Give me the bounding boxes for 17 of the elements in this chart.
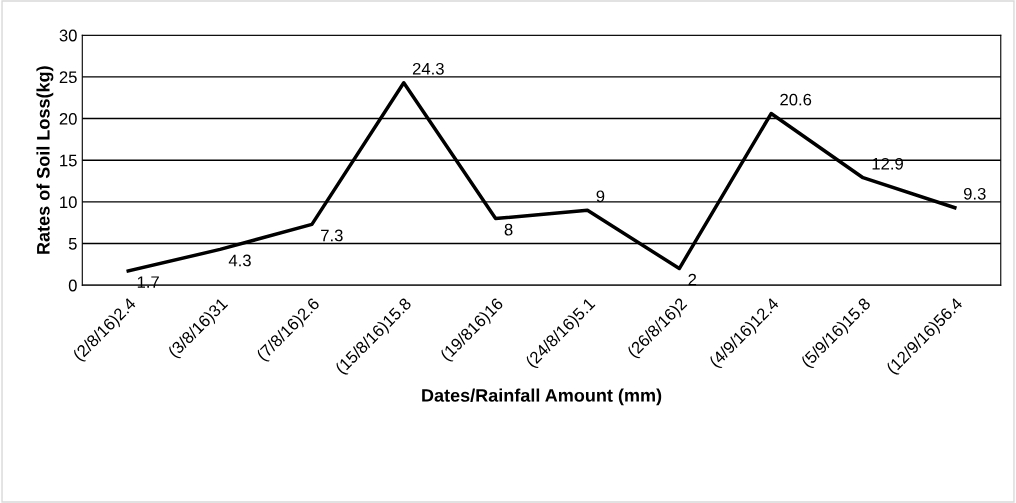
y-tick-label: 15 — [60, 154, 77, 167]
y-tick-label: 0 — [68, 279, 77, 292]
data-label: 9 — [596, 190, 605, 203]
x-axis-title: Dates/Rainfall Amount (mm) — [422, 388, 662, 406]
y-tick-label: 5 — [68, 238, 77, 250]
data-label: 8 — [504, 223, 513, 236]
data-label: 4.3 — [228, 254, 251, 267]
y-tick-label: 10 — [60, 196, 77, 209]
data-label: 20.6 — [780, 93, 812, 106]
y-axis-title: Rates of Soil Loss(kg) — [36, 66, 54, 254]
y-tick-label: 20 — [59, 112, 77, 125]
y-tick-label: 30 — [59, 29, 77, 42]
data-label: 7.3 — [321, 229, 343, 242]
data-label: 24.3 — [412, 62, 444, 75]
data-label: 2 — [688, 273, 697, 286]
y-tick-label: 25 — [59, 71, 77, 84]
data-label: 9.3 — [963, 187, 986, 200]
